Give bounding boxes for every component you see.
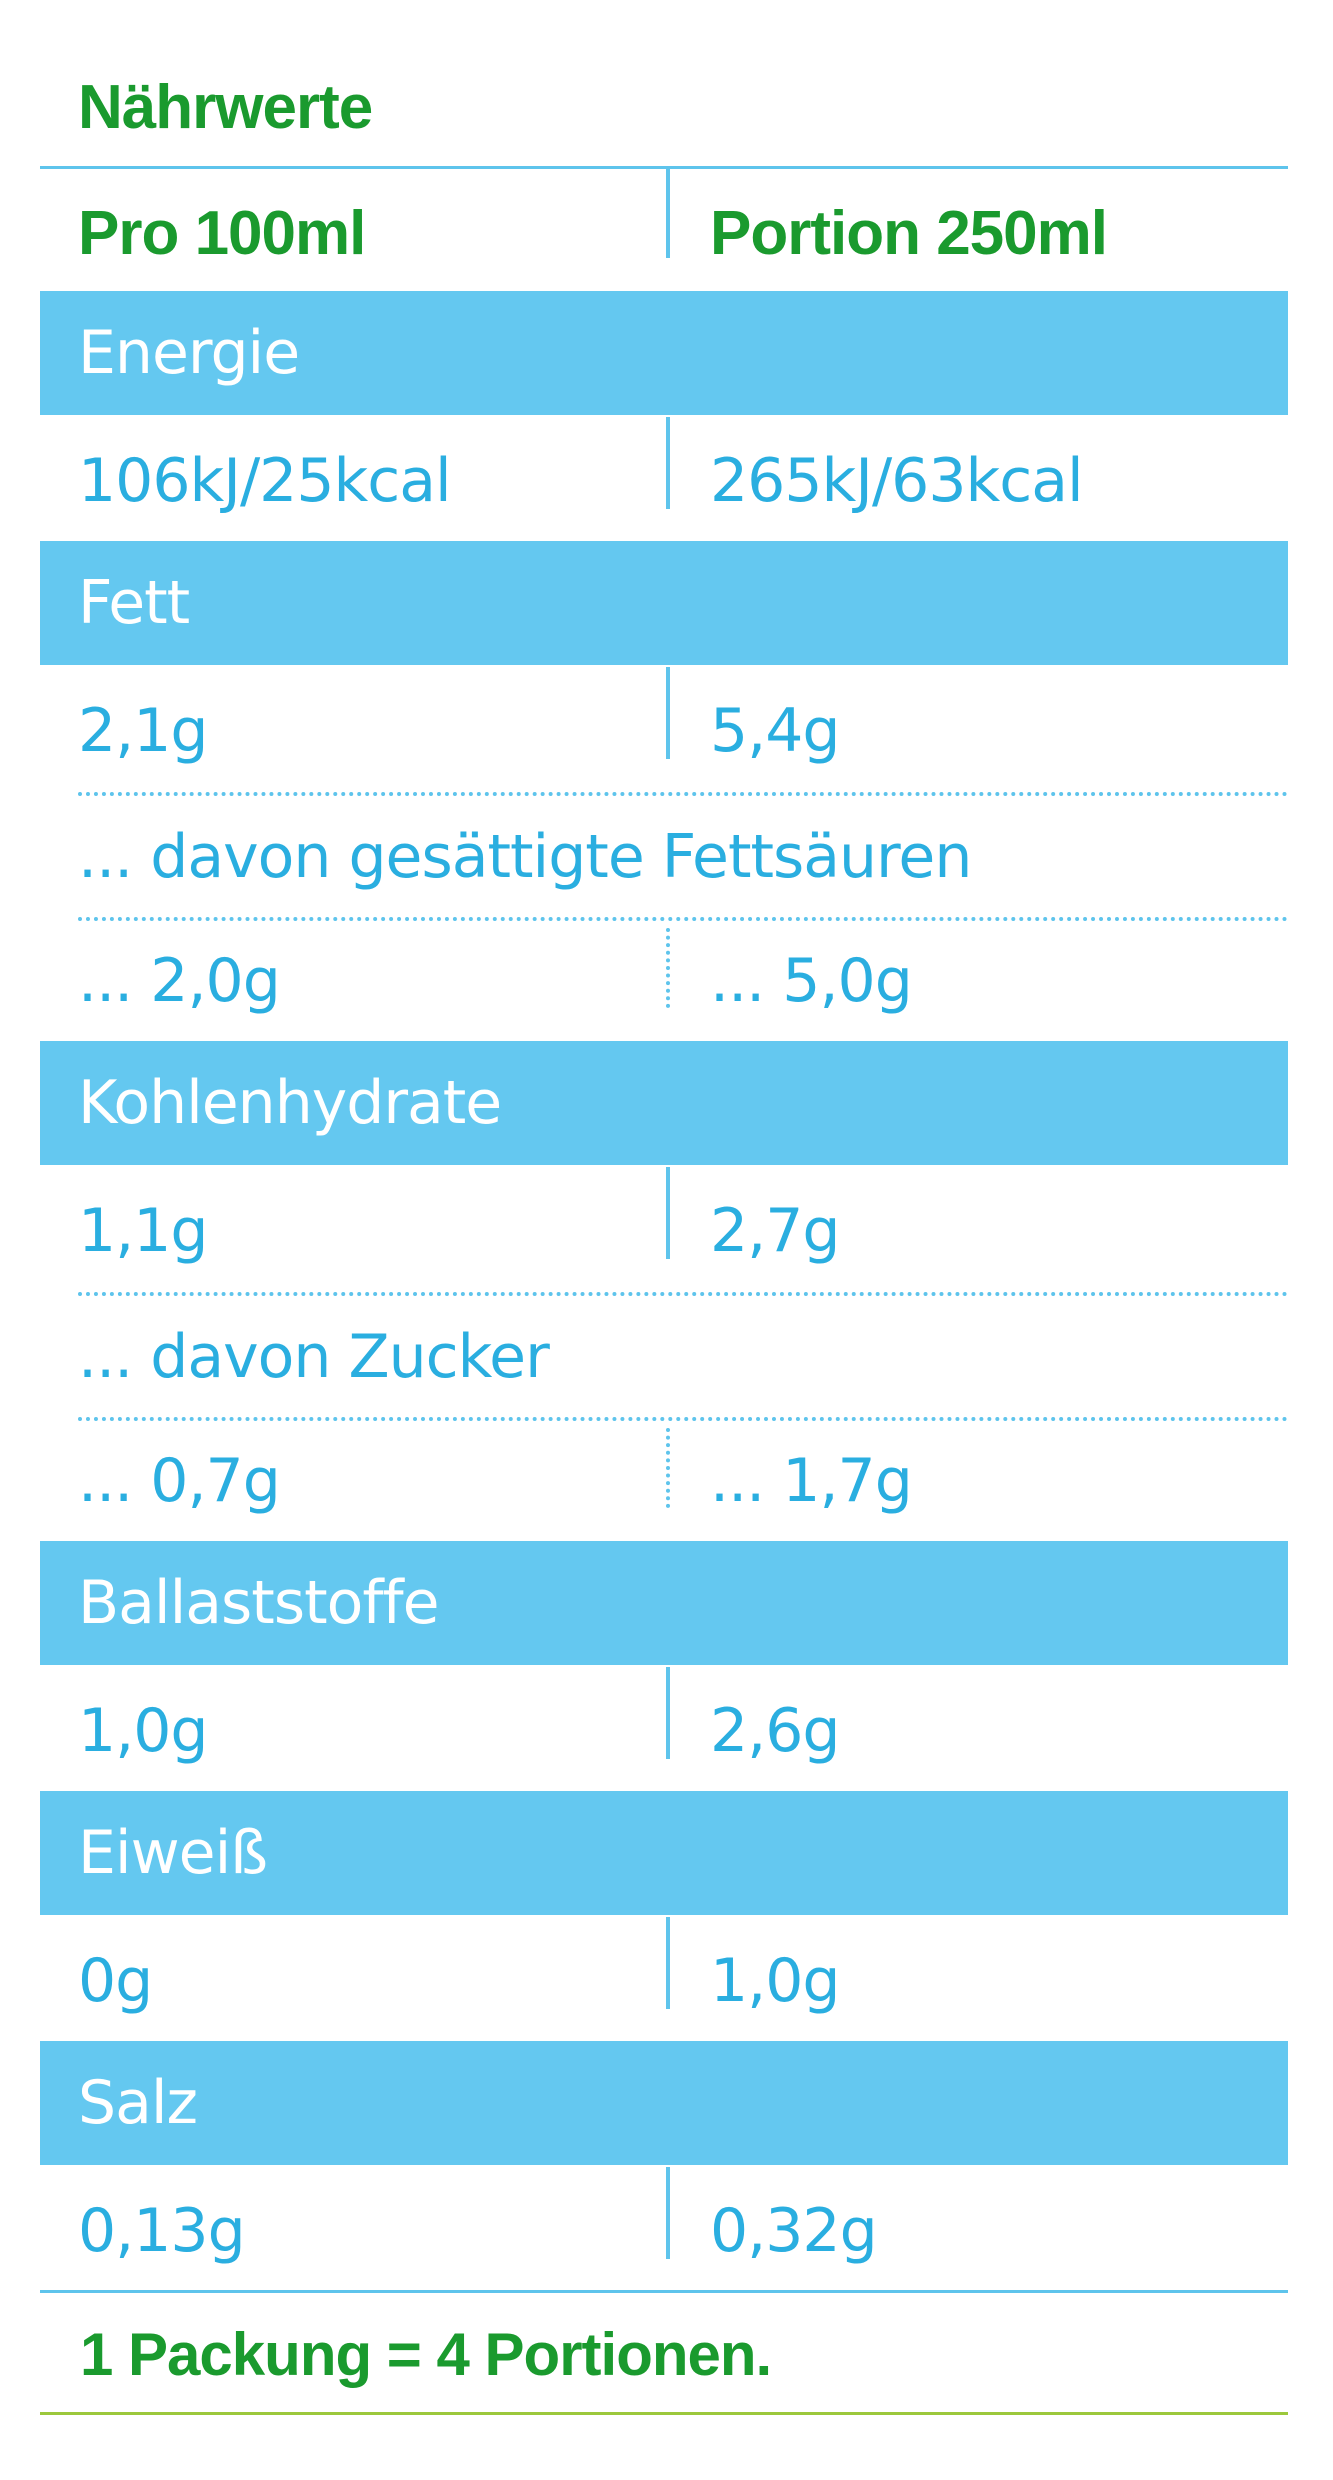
dotted-rule-kohlenhydrate-1 bbox=[78, 1292, 1288, 1296]
footer-rule bbox=[40, 2412, 1288, 2415]
nutrition-title: Nährwerte bbox=[78, 73, 373, 142]
header-divider bbox=[666, 168, 670, 258]
bottom-rule bbox=[40, 2290, 1288, 2293]
divider-energie bbox=[666, 417, 670, 509]
header-per-100ml: Pro 100ml bbox=[78, 199, 366, 268]
value-fett-portion: 5,4g bbox=[710, 696, 841, 766]
divider-ballaststoffe bbox=[666, 1667, 670, 1759]
value-zucker-portion: ... 1,7g bbox=[710, 1446, 913, 1516]
header-per-portion: Portion 250ml bbox=[710, 199, 1108, 268]
divider-salz bbox=[666, 2167, 670, 2259]
label-energie: Energie bbox=[78, 318, 300, 388]
divider-kohlenhydrate bbox=[666, 1167, 670, 1259]
top-rule bbox=[40, 166, 1288, 169]
value-salz-100ml: 0,13g bbox=[78, 2196, 246, 2266]
band-eiweiss: Eiweiß bbox=[40, 1791, 1288, 1915]
value-energie-100ml: 106kJ/25kcal bbox=[78, 446, 452, 516]
label-ballaststoffe: Ballaststoffe bbox=[78, 1568, 439, 1638]
value-eiweiss-portion: 1,0g bbox=[710, 1946, 841, 2016]
value-gesaettigte-100ml: ... 2,0g bbox=[78, 946, 281, 1016]
band-energie: Energie bbox=[40, 291, 1288, 415]
label-davon-zucker: ... davon Zucker bbox=[78, 1322, 550, 1392]
value-energie-portion: 265kJ/63kcal bbox=[710, 446, 1084, 516]
value-gesaettigte-portion: ... 5,0g bbox=[710, 946, 913, 1016]
dotted-rule-kohlenhydrate-2 bbox=[78, 1417, 1288, 1421]
band-kohlenhydrate: Kohlenhydrate bbox=[40, 1041, 1288, 1165]
value-ballaststoffe-portion: 2,6g bbox=[710, 1696, 841, 1766]
value-ballaststoffe-100ml: 1,0g bbox=[78, 1696, 209, 1766]
dotted-rule-fett-1 bbox=[78, 792, 1288, 796]
divider-eiweiss bbox=[666, 1917, 670, 2009]
label-gesaettigte-fettsaeuren: ... davon gesättigte Fettsäuren bbox=[78, 822, 972, 892]
value-kohlenhydrate-portion: 2,7g bbox=[710, 1196, 841, 1266]
label-salz: Salz bbox=[78, 2068, 198, 2138]
divider-gesaettigte bbox=[666, 928, 670, 1008]
band-fett: Fett bbox=[40, 541, 1288, 665]
dotted-rule-fett-2 bbox=[78, 917, 1288, 921]
value-zucker-100ml: ... 0,7g bbox=[78, 1446, 281, 1516]
divider-zucker bbox=[666, 1428, 670, 1508]
value-fett-100ml: 2,1g bbox=[78, 696, 209, 766]
label-fett: Fett bbox=[78, 568, 190, 638]
value-salz-portion: 0,32g bbox=[710, 2196, 878, 2266]
band-salz: Salz bbox=[40, 2041, 1288, 2165]
label-eiweiss: Eiweiß bbox=[78, 1818, 268, 1888]
value-eiweiss-100ml: 0g bbox=[78, 1946, 153, 2016]
footer-note: 1 Packung = 4 Portionen. bbox=[80, 2321, 772, 2388]
value-kohlenhydrate-100ml: 1,1g bbox=[78, 1196, 209, 1266]
divider-fett bbox=[666, 667, 670, 759]
label-kohlenhydrate: Kohlenhydrate bbox=[78, 1068, 502, 1138]
band-ballaststoffe: Ballaststoffe bbox=[40, 1541, 1288, 1665]
